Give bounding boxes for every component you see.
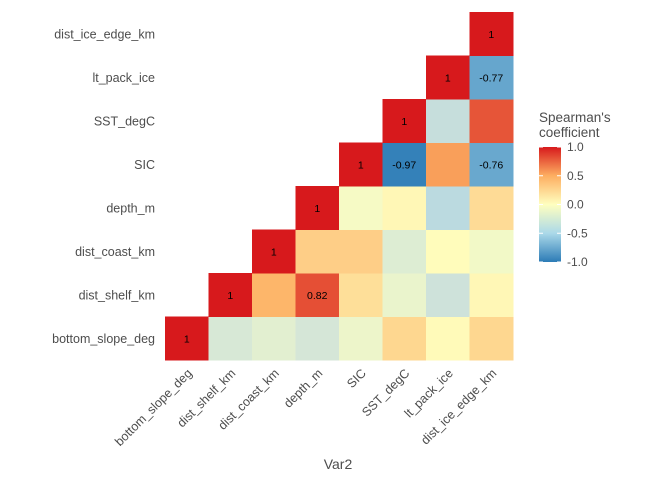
- heatmap-cell-depth_m-dist_coast_km: [295, 229, 340, 274]
- heatmap-cell-lt_pack_ice-SIC: [426, 142, 470, 187]
- heatmap-cell-SST_degC-SST_degC: [382, 99, 427, 143]
- cell-value-label: 1: [314, 203, 320, 215]
- heatmap-cell-depth_m-bottom_slope_deg: [295, 316, 340, 361]
- cell-value-label: 1: [227, 290, 233, 302]
- color-legend: Spearman's coefficient 1.0 0.5 0.0 -0.5 -1.0: [539, 110, 611, 269]
- y-tick-label: bottom_slope_deg: [52, 332, 155, 346]
- legend-ticks: 1.0 0.5 0.0 -0.5 -1.0: [539, 140, 588, 269]
- heatmap-cell-SIC-depth_m: [339, 186, 383, 230]
- heatmap-cell-dist_shelf_km-dist_shelf_km: [208, 273, 253, 317]
- heatmap-cell-dist_ice_edge_km-bottom_slope_deg: [469, 316, 514, 361]
- heatmap-cell-SIC-dist_coast_km: [339, 229, 383, 274]
- heatmap-cell-lt_pack_ice-bottom_slope_deg: [426, 316, 470, 361]
- y-tick-label: dist_ice_edge_km: [54, 27, 155, 41]
- heatmap-cell-dist_ice_edge_km-dist_shelf_km: [469, 273, 514, 317]
- heatmap-cell-SST_degC-dist_shelf_km: [382, 273, 427, 317]
- legend-tick-label: 0.5: [567, 169, 584, 183]
- heatmap-cell-depth_m-dist_shelf_km: [295, 273, 340, 317]
- heatmap-cell-lt_pack_ice-dist_shelf_km: [426, 273, 470, 317]
- y-tick-label: SST_degC: [94, 114, 155, 128]
- heatmap-cell-depth_m-depth_m: [295, 186, 340, 230]
- heatmap-cell-SIC-dist_shelf_km: [339, 273, 383, 317]
- cell-value-label: 1: [401, 116, 407, 128]
- heatmap-cell-dist_ice_edge_km-dist_coast_km: [469, 229, 514, 274]
- x-axis-title: Var2: [324, 456, 353, 472]
- cell-value-label: 1: [271, 246, 277, 258]
- heatmap-cell-dist_ice_edge_km-SIC: [469, 142, 514, 187]
- heatmap-cell-dist_coast_km-dist_shelf_km: [252, 273, 296, 317]
- heatmap-cell-SST_degC-bottom_slope_deg: [382, 316, 427, 361]
- legend-tick-label: -0.5: [567, 226, 588, 240]
- x-tick-label: bottom_slope_deg: [112, 366, 195, 449]
- heatmap-cell-SIC-SIC: [339, 142, 383, 187]
- y-tick-label: depth_m: [106, 201, 155, 215]
- heatmap-cell-SST_degC-depth_m: [382, 186, 427, 230]
- x-axis-tick-labels: bottom_slope_degdist_shelf_kmdist_coast_…: [112, 366, 499, 449]
- cell-value-label: 0.82: [307, 290, 328, 302]
- cell-value-label: 1: [184, 333, 190, 345]
- heatmap-cell-dist_ice_edge_km-dist_ice_edge_km: [469, 12, 514, 56]
- x-tick-label: SIC: [344, 366, 369, 391]
- y-tick-label: dist_coast_km: [75, 245, 155, 259]
- heatmap-cell-labels: 1 1 1 0.82 1 1 -0.97 1 1 -0.76 -0.77 1: [184, 29, 504, 346]
- x-tick-label: dist_ice_edge_km: [418, 366, 499, 447]
- heatmap-cell-SIC-bottom_slope_deg: [339, 316, 383, 361]
- cell-value-label: 1: [488, 29, 494, 41]
- heatmap-cell-dist_coast_km-bottom_slope_deg: [252, 316, 296, 361]
- cell-value-label: -0.76: [479, 159, 503, 171]
- cell-value-label: -0.97: [392, 159, 416, 171]
- legend-colorbar: [539, 147, 561, 262]
- y-tick-label: SIC: [134, 158, 155, 172]
- heatmap-cell-lt_pack_ice-SST_degC: [426, 99, 470, 143]
- heatmap-cell-bottom_slope_deg-bottom_slope_deg: [165, 316, 209, 361]
- legend-title-line-2: coefficient: [539, 125, 600, 140]
- heatmap-cell-lt_pack_ice-lt_pack_ice: [426, 55, 470, 100]
- heatmap-cell-dist_shelf_km-bottom_slope_deg: [208, 316, 253, 361]
- cell-value-label: 1: [445, 72, 451, 84]
- legend-title-line-1: Spearman's: [539, 110, 611, 125]
- legend-tick-label: 1.0: [567, 140, 584, 154]
- heatmap-cells: [165, 12, 514, 361]
- y-tick-label: dist_shelf_km: [79, 288, 155, 302]
- y-tick-label: lt_pack_ice: [92, 71, 155, 85]
- cell-value-label: 1: [358, 159, 364, 171]
- legend-tick-label: -1.0: [567, 255, 588, 269]
- heatmap-cell-SST_degC-dist_coast_km: [382, 229, 427, 274]
- heatmap-cell-lt_pack_ice-dist_coast_km: [426, 229, 470, 274]
- heatmap-cell-dist_coast_km-dist_coast_km: [252, 229, 296, 274]
- heatmap-cell-dist_ice_edge_km-lt_pack_ice: [469, 55, 514, 100]
- heatmap-cell-lt_pack_ice-depth_m: [426, 186, 470, 230]
- heatmap-cell-SST_degC-SIC: [382, 142, 427, 187]
- heatmap-cell-dist_ice_edge_km-SST_degC: [469, 99, 514, 143]
- legend-tick-label: 0.0: [567, 198, 584, 212]
- cell-value-label: -0.77: [479, 72, 503, 84]
- heatmap-cell-dist_ice_edge_km-depth_m: [469, 186, 514, 230]
- x-tick-label: depth_m: [281, 366, 325, 410]
- y-axis-tick-labels: bottom_slope_deg dist_shelf_km dist_coast_…: [52, 27, 155, 346]
